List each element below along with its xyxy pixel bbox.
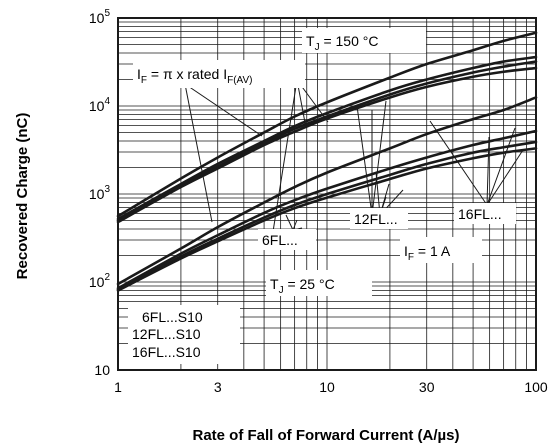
curve-1 xyxy=(116,31,538,218)
annotation-tj-150: TJ = 150 °C xyxy=(306,33,378,53)
curves xyxy=(116,31,538,292)
leader-line xyxy=(486,127,516,206)
leader-line xyxy=(486,149,524,206)
leader-line xyxy=(271,79,298,239)
annotation-box xyxy=(128,305,240,364)
x-tick-label: 10 xyxy=(319,379,335,395)
annotation-if-rated: IF = π x rated IF(AV) xyxy=(137,66,252,86)
y-tick-label: 104 xyxy=(89,96,111,114)
annotation-box xyxy=(350,208,408,229)
plot-frame xyxy=(117,17,537,371)
legend-item-16fl-s10: 16FL...S10 xyxy=(132,344,201,360)
plot-border xyxy=(117,17,537,371)
annotation-box xyxy=(133,60,305,88)
annotation-12fl: 12FL... xyxy=(354,211,398,227)
y-tick-label: 102 xyxy=(89,272,111,290)
leader-line xyxy=(285,214,294,231)
x-tick-label: 3 xyxy=(214,379,222,395)
annotation-6fl: 6FL... xyxy=(262,232,298,248)
annotation-backgrounds xyxy=(128,28,516,364)
y-tick-label: 103 xyxy=(89,184,111,202)
annotation-box xyxy=(302,28,426,53)
leader-line xyxy=(429,120,488,206)
annotation-box xyxy=(454,203,516,224)
leader-line xyxy=(292,219,298,231)
annotation-box xyxy=(266,270,372,296)
x-axis-label: Rate of Fall of Forward Current (A/µs) xyxy=(193,427,460,444)
leader-line xyxy=(486,136,490,206)
annotation-box xyxy=(400,237,482,263)
leader-line xyxy=(371,100,387,216)
leader-line xyxy=(375,171,381,216)
leader-line xyxy=(184,83,213,223)
x-tick-label: 30 xyxy=(419,379,435,395)
leader-line xyxy=(184,83,263,137)
leader-line xyxy=(356,105,373,216)
curve-5 xyxy=(116,96,538,286)
annotation-16fl: 16FL... xyxy=(458,206,502,222)
y-tick-label: 10 xyxy=(94,362,110,378)
annotation-box xyxy=(258,229,316,250)
y-axis-label: Recovered Charge (nC) xyxy=(14,113,31,280)
curve-7 xyxy=(116,140,538,291)
x-tick-label: 1 xyxy=(114,379,122,395)
curve-8 xyxy=(116,147,538,292)
curve-4 xyxy=(116,66,538,224)
x-tick-label: 100 xyxy=(524,379,548,395)
legend-item-12fl-s10: 12FL...S10 xyxy=(132,326,201,342)
curve-6 xyxy=(116,129,538,290)
curve-3 xyxy=(116,60,538,222)
annotation-tj-25: TJ = 25 °C xyxy=(270,276,335,296)
curve-2 xyxy=(116,55,538,221)
annotation-if-1a: IF = 1 A xyxy=(404,243,451,263)
y-tick-label: 105 xyxy=(89,8,111,26)
tick-labels: 1 3 10 30 100 10 102 103 104 105 xyxy=(89,8,548,395)
legend-item-6fl-s10: 6FL...S10 xyxy=(142,309,203,325)
